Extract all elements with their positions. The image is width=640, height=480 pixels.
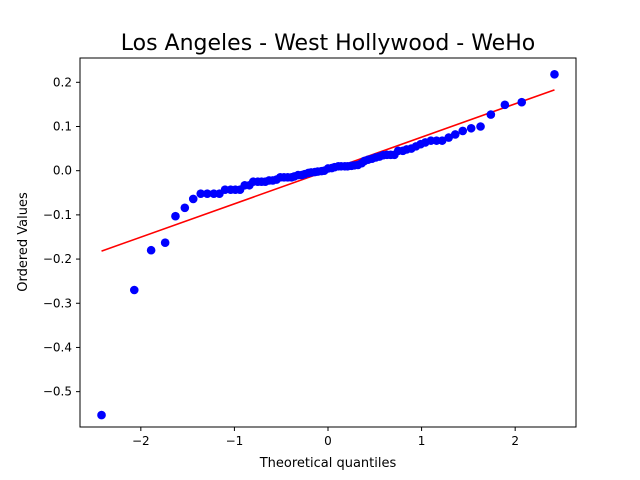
y-tick-label: 0.1 bbox=[53, 119, 72, 133]
data-point bbox=[550, 70, 559, 79]
x-axis-label: Theoretical quantiles bbox=[259, 456, 397, 471]
y-axis-label: Ordered Values bbox=[16, 192, 31, 292]
data-point bbox=[202, 189, 212, 198]
data-point bbox=[180, 203, 190, 213]
y-tick-label: −0.1 bbox=[43, 208, 72, 222]
data-point bbox=[450, 130, 460, 139]
data-point bbox=[444, 133, 454, 142]
x-axis: −2 −1 0 1 2 bbox=[132, 427, 519, 448]
data-points bbox=[97, 70, 559, 420]
x-tick-label: 1 bbox=[418, 434, 426, 448]
data-point bbox=[171, 211, 180, 221]
data-point bbox=[146, 245, 156, 255]
data-point bbox=[188, 194, 198, 204]
y-tick-label: 0.2 bbox=[53, 75, 72, 89]
x-tick-label: 0 bbox=[324, 434, 332, 448]
data-point bbox=[466, 123, 476, 133]
y-tick-label: −0.4 bbox=[43, 340, 72, 354]
plot-area bbox=[79, 57, 577, 428]
x-tick-label: 2 bbox=[511, 434, 519, 448]
x-tick-label: −1 bbox=[226, 434, 244, 448]
data-point bbox=[517, 97, 527, 107]
y-tick-label: −0.5 bbox=[43, 385, 72, 399]
y-axis: −0.5 −0.4 −0.3 −0.2 −0.1 0.0 0.1 0.2 bbox=[43, 75, 80, 399]
chart-title: Los Angeles - West Hollywood - WeHo bbox=[121, 31, 535, 56]
y-tick-label: −0.3 bbox=[43, 296, 72, 310]
data-point bbox=[458, 126, 468, 136]
data-point bbox=[476, 122, 485, 131]
data-point bbox=[500, 100, 510, 110]
data-point bbox=[160, 238, 170, 248]
y-tick-label: −0.2 bbox=[43, 252, 72, 266]
data-point bbox=[196, 189, 206, 198]
data-point bbox=[129, 285, 139, 295]
data-point bbox=[486, 110, 496, 119]
data-point bbox=[437, 136, 447, 145]
data-point bbox=[97, 410, 106, 420]
y-tick-label: 0.0 bbox=[53, 164, 72, 178]
x-tick-label: −2 bbox=[132, 434, 150, 448]
